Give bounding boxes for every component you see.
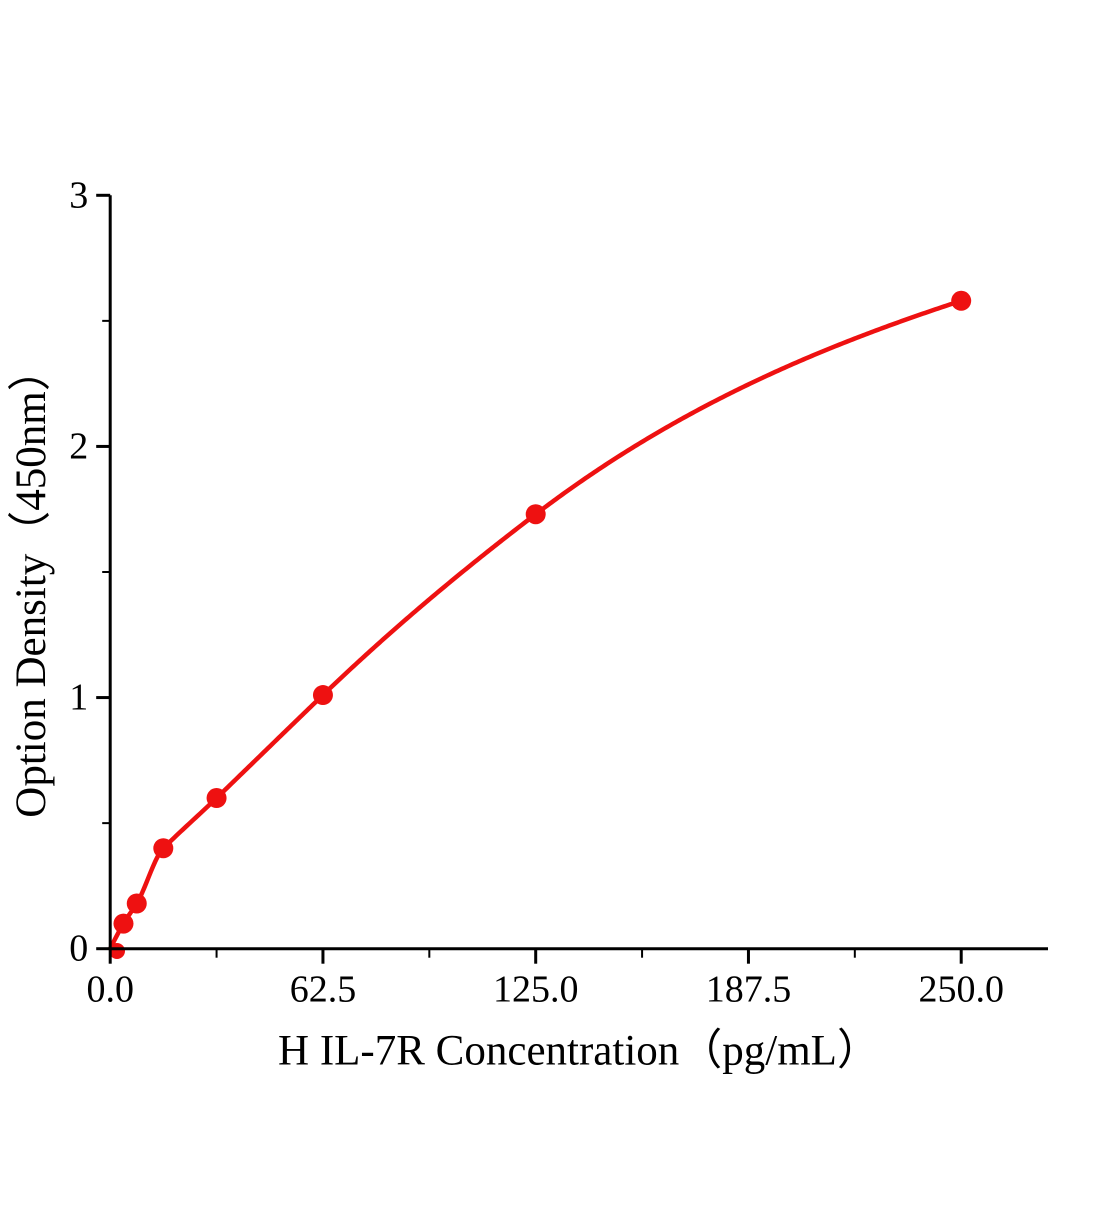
svg-text:62.5: 62.5 — [290, 969, 357, 1011]
svg-text:0.0: 0.0 — [86, 969, 134, 1011]
svg-text:187.5: 187.5 — [706, 969, 792, 1011]
svg-text:Option Density（450nm）: Option Density（450nm） — [8, 348, 55, 817]
svg-text:250.0: 250.0 — [918, 969, 1004, 1011]
svg-text:3: 3 — [69, 174, 88, 216]
svg-text:1: 1 — [69, 677, 88, 719]
svg-text:H IL-7R Concentration（pg/mL）: H IL-7R Concentration（pg/mL） — [278, 1028, 880, 1075]
svg-text:2: 2 — [69, 425, 88, 467]
svg-text:125.0: 125.0 — [493, 969, 579, 1011]
svg-text:0: 0 — [69, 928, 88, 970]
